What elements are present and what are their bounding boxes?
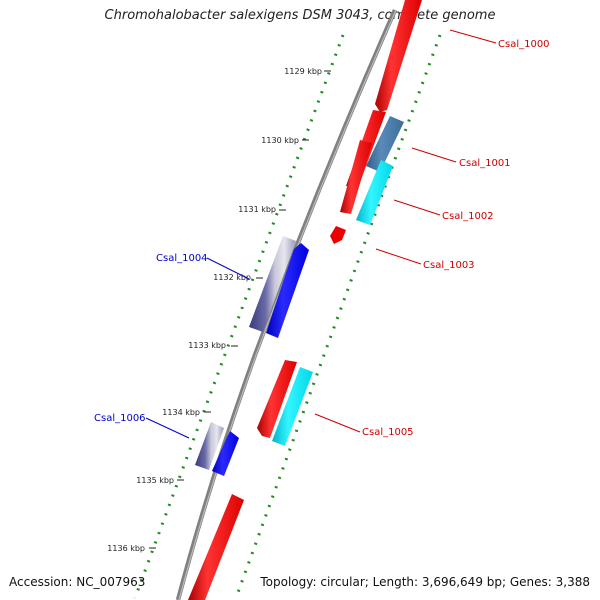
leader-csal-1004: [206, 257, 250, 280]
label-csal-1001: Csal_1001: [459, 158, 511, 169]
gc-track-left: [133, 34, 345, 599]
tick-label-1130: 1130 kbp: [261, 136, 299, 145]
genome-summary-text: Topology: circular; Length: 3,696,649 bp…: [260, 575, 590, 589]
leader-csal-1005: [314, 413, 361, 433]
leader-csal-1006: [145, 417, 190, 439]
label-csal-1004: Csal_1004: [156, 253, 208, 264]
label-csal-1003: Csal_1003: [423, 260, 475, 271]
leader-csal-1000: [449, 29, 497, 44]
tick-label-1136: 1136 kbp: [107, 544, 145, 553]
tick-label-1133: 1133 kbp: [188, 341, 226, 350]
accession-text: Accession: NC_007963: [9, 575, 146, 589]
feature-csal-1000[interactable]: [375, 0, 422, 112]
map-title: Chromohalobacter salexigens DSM 3043, co…: [104, 8, 496, 23]
feature-csal-1005-a[interactable]: [257, 360, 297, 438]
feature-csal-1001-b[interactable]: [366, 116, 404, 172]
feature-csal-1006-b[interactable]: [212, 431, 239, 476]
feature-csal-1005-b[interactable]: [272, 367, 313, 446]
tick-label-1134: 1134 kbp: [162, 408, 200, 417]
feature-csal-next[interactable]: [188, 494, 244, 600]
feature-csal-1006-a[interactable]: [195, 422, 224, 470]
genome-backbone: [175, 9, 398, 600]
feature-csal-1004-a[interactable]: [249, 236, 296, 332]
tick-label-1129: 1129 kbp: [284, 67, 322, 76]
tick-label-1132: 1132 kbp: [213, 273, 251, 282]
tick-label-1135: 1135 kbp: [136, 476, 174, 485]
leader-csal-1002: [393, 199, 441, 216]
label-csal-1005: Csal_1005: [362, 427, 414, 438]
genome-backbone-highlight: [178, 9, 397, 600]
label-csal-1006: Csal_1006: [94, 413, 146, 424]
leader-csal-1003: [375, 248, 422, 265]
label-csal-1000: Csal_1000: [498, 39, 550, 50]
tick-marks: [149, 70, 331, 549]
feature-csal-1004-b[interactable]: [266, 243, 309, 338]
feature-csal-1002-a[interactable]: [340, 140, 372, 214]
leader-csal-1001: [411, 147, 457, 163]
tick-label-1131: 1131 kbp: [238, 205, 276, 214]
feature-csal-1003[interactable]: [330, 226, 346, 244]
feature-csal-1002-b[interactable]: [356, 160, 393, 225]
label-csal-1002: Csal_1002: [442, 211, 494, 222]
